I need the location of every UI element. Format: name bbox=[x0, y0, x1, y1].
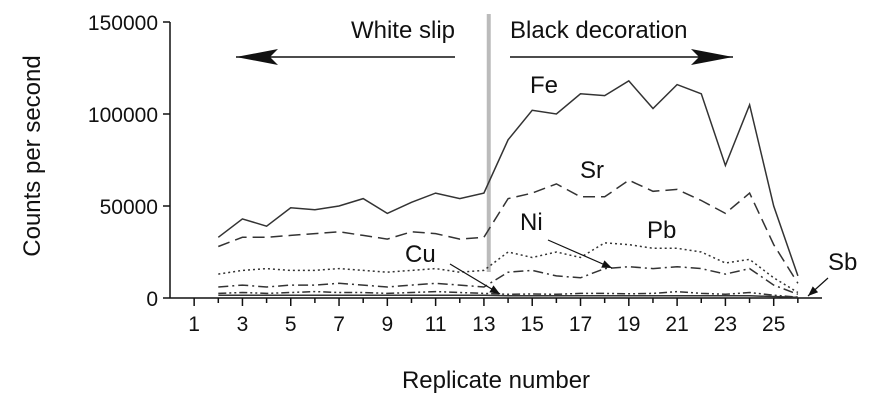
x-axis-ticks: 1 3 5 7 9 11 13 15 17 19 21 23 25 bbox=[188, 298, 799, 336]
series-line-pb bbox=[218, 242, 799, 294]
arrow-head bbox=[236, 49, 278, 65]
x-tick-label: 9 bbox=[381, 313, 393, 336]
series-line-ni bbox=[218, 265, 799, 296]
y-tick-label: 150000 bbox=[88, 12, 158, 35]
x-tick-label: 13 bbox=[472, 313, 495, 336]
white-slip-annotation: White slip bbox=[351, 17, 455, 44]
series-label-fe: Fe bbox=[530, 72, 558, 99]
pointer-head bbox=[808, 286, 819, 296]
x-tick-label: 21 bbox=[665, 313, 688, 336]
y-tick-label: 100000 bbox=[88, 104, 158, 127]
series-label-sr: Sr bbox=[580, 157, 604, 184]
y-tick-label: 50000 bbox=[100, 196, 158, 219]
series-line-sb bbox=[218, 294, 798, 299]
x-axis-title: Replicate number bbox=[402, 367, 590, 394]
x-tick-label: 7 bbox=[333, 313, 345, 336]
x-tick-label: 1 bbox=[188, 313, 200, 336]
y-axis-title: Counts per second bbox=[19, 55, 46, 256]
x-tick-label: 23 bbox=[714, 313, 737, 336]
x-tick-label: 5 bbox=[285, 313, 297, 336]
series-line-fe bbox=[217, 79, 799, 277]
arrow-head bbox=[691, 49, 733, 65]
series-line-sr bbox=[218, 179, 799, 284]
x-tick-label: 25 bbox=[762, 313, 785, 336]
series-label-sb: Sb bbox=[828, 249, 857, 276]
x-tick-label: 19 bbox=[617, 313, 640, 336]
label-pointers bbox=[449, 239, 829, 297]
y-tick-label: 0 bbox=[146, 288, 158, 311]
x-tick-label: 15 bbox=[521, 313, 544, 336]
y-axis-ticks: 0 50000 100000 150000 bbox=[88, 12, 170, 311]
series-layer bbox=[217, 79, 799, 299]
series-line-cu bbox=[218, 290, 798, 298]
x-tick-label: 3 bbox=[237, 313, 249, 336]
series-label-cu: Cu bbox=[405, 241, 436, 268]
pointer-head bbox=[489, 285, 500, 294]
region-divider bbox=[486, 14, 491, 272]
left-arrow bbox=[236, 49, 455, 65]
pointer-head bbox=[601, 260, 612, 268]
x-tick-label: 11 bbox=[425, 313, 447, 336]
right-arrow bbox=[510, 49, 733, 65]
series-label-pb: Pb bbox=[647, 217, 676, 244]
x-tick-label: 17 bbox=[569, 313, 592, 336]
pointer-line bbox=[547, 239, 613, 269]
series-label-ni: Ni bbox=[520, 209, 543, 236]
black-decoration-annotation: Black decoration bbox=[510, 17, 687, 44]
